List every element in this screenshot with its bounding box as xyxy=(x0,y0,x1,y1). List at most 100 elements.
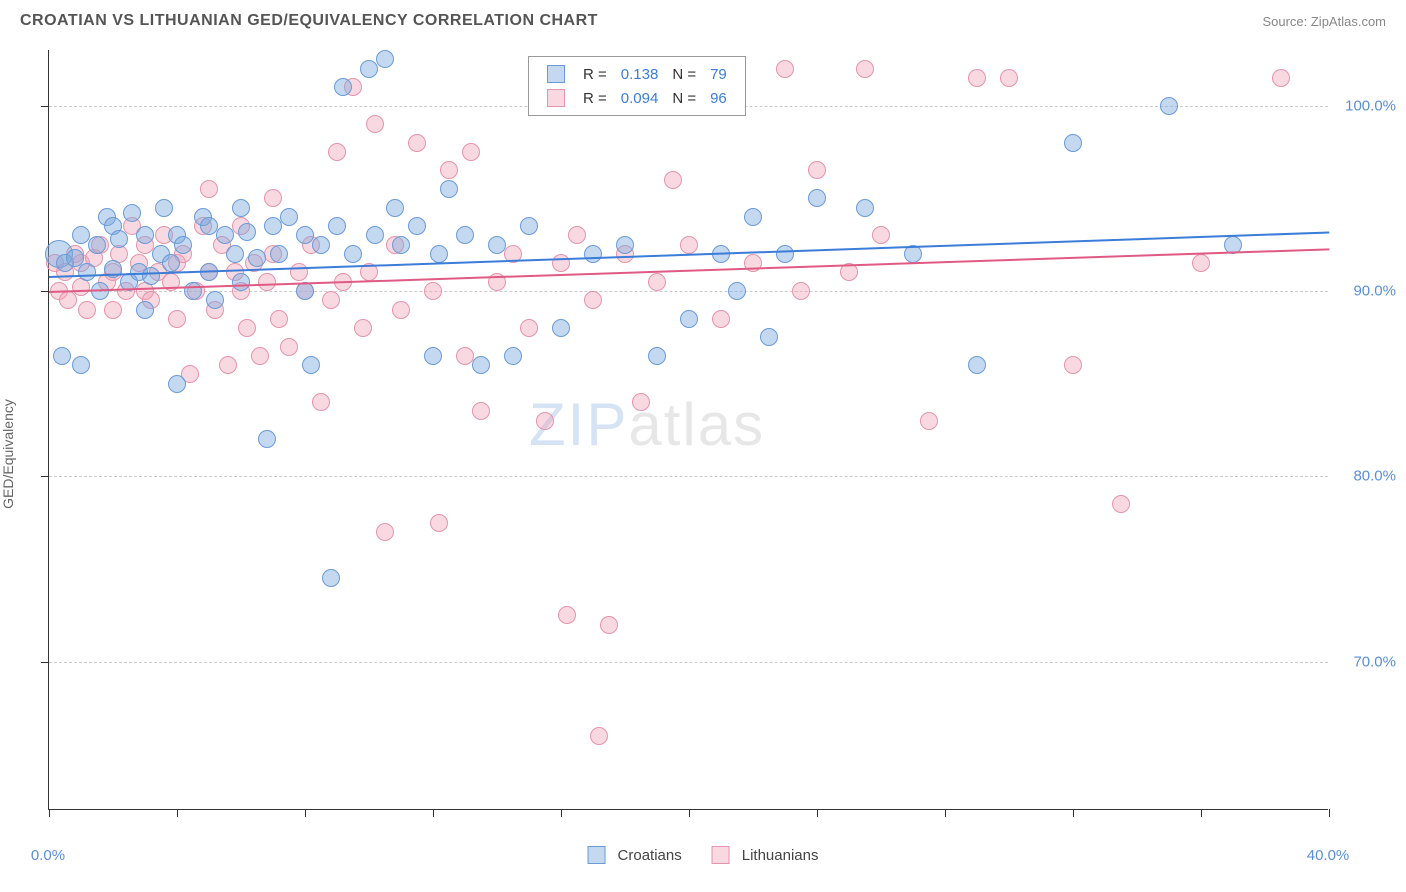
croatians-point xyxy=(440,180,458,198)
croatians-point xyxy=(226,245,244,263)
croatians-point xyxy=(376,50,394,68)
legend-label-lithuanians: Lithuanians xyxy=(742,847,819,864)
stats-row-lithuanians: R =0.094N =96 xyxy=(541,87,733,109)
y-tick xyxy=(41,476,49,477)
lithuanians-point xyxy=(328,143,346,161)
lithuanians-point xyxy=(251,347,269,365)
croatians-point xyxy=(424,347,442,365)
croatians-point xyxy=(72,356,90,374)
lithuanians-point xyxy=(664,171,682,189)
lithuanians-point xyxy=(78,301,96,319)
y-tick xyxy=(41,662,49,663)
x-tick xyxy=(945,809,946,817)
croatians-point xyxy=(456,226,474,244)
legend-bottom: Croatians Lithuanians xyxy=(588,846,819,864)
lithuanians-point xyxy=(712,310,730,328)
lithuanians-point xyxy=(354,319,372,337)
x-tick xyxy=(817,809,818,817)
n-label: N = xyxy=(666,63,702,85)
lithuanians-point xyxy=(920,412,938,430)
lithuanians-point xyxy=(258,273,276,291)
croatians-point xyxy=(408,217,426,235)
y-axis-label: GED/Equivalency xyxy=(0,399,16,509)
lithuanians-point xyxy=(856,60,874,78)
croatians-point xyxy=(1160,97,1178,115)
lithuanians-point xyxy=(600,616,618,634)
x-tick-label: 0.0% xyxy=(31,847,65,864)
croatians-point xyxy=(648,347,666,365)
x-tick xyxy=(433,809,434,817)
y-tick-label: 90.0% xyxy=(1353,282,1396,299)
croatians-point xyxy=(430,245,448,263)
lithuanians-point xyxy=(264,189,282,207)
croatians-point xyxy=(472,356,490,374)
lithuanians-point xyxy=(536,412,554,430)
lithuanians-point xyxy=(280,338,298,356)
n-label: N = xyxy=(666,87,702,109)
lithuanians-point xyxy=(558,606,576,624)
legend-item-lithuanians: Lithuanians xyxy=(712,846,819,864)
lithuanians-point xyxy=(462,143,480,161)
swatch-croatians-icon xyxy=(547,65,565,83)
lithuanians-point xyxy=(408,134,426,152)
legend-item-croatians: Croatians xyxy=(588,846,682,864)
croatians-point xyxy=(728,282,746,300)
croatians-point xyxy=(360,60,378,78)
gridline xyxy=(49,476,1328,477)
croatians-point xyxy=(488,236,506,254)
r-value-croatians: 0.138 xyxy=(615,63,665,85)
lithuanians-point xyxy=(520,319,538,337)
croatians-point xyxy=(123,204,141,222)
lithuanians-point xyxy=(1272,69,1290,87)
croatians-point xyxy=(968,356,986,374)
lithuanians-point xyxy=(1064,356,1082,374)
croatians-point xyxy=(110,230,128,248)
lithuanians-point xyxy=(1192,254,1210,272)
lithuanians-point xyxy=(792,282,810,300)
lithuanians-point xyxy=(238,319,256,337)
x-tick xyxy=(177,809,178,817)
stats-table: R =0.138N =79R =0.094N =96 xyxy=(539,61,735,111)
croatians-point xyxy=(136,301,154,319)
croatians-point xyxy=(386,199,404,217)
lithuanians-point xyxy=(632,393,650,411)
r-label: R = xyxy=(577,87,613,109)
lithuanians-point xyxy=(584,291,602,309)
y-tick xyxy=(41,291,49,292)
croatians-point xyxy=(238,223,256,241)
swatch-croatians-icon xyxy=(588,846,606,864)
y-tick xyxy=(41,106,49,107)
lithuanians-point xyxy=(312,393,330,411)
lithuanians-point xyxy=(872,226,890,244)
stats-legend: R =0.138N =79R =0.094N =96 xyxy=(528,56,746,116)
lithuanians-point xyxy=(472,402,490,420)
croatians-point xyxy=(136,226,154,244)
croatians-point xyxy=(142,267,160,285)
croatians-point xyxy=(88,236,106,254)
x-tick xyxy=(305,809,306,817)
lithuanians-point xyxy=(104,301,122,319)
croatians-point xyxy=(584,245,602,263)
croatians-point xyxy=(248,249,266,267)
n-value-croatians: 79 xyxy=(704,63,733,85)
y-tick-label: 70.0% xyxy=(1353,653,1396,670)
lithuanians-point xyxy=(168,310,186,328)
croatians-point xyxy=(334,78,352,96)
r-value-lithuanians: 0.094 xyxy=(615,87,665,109)
croatians-point xyxy=(258,430,276,448)
croatians-point xyxy=(344,245,362,263)
lithuanians-point xyxy=(200,180,218,198)
y-tick-label: 100.0% xyxy=(1345,97,1396,114)
croatians-point xyxy=(232,273,250,291)
lithuanians-point xyxy=(430,514,448,532)
scatter-plot-area: ZIPatlas xyxy=(48,50,1328,810)
lithuanians-point xyxy=(808,161,826,179)
croatians-point xyxy=(302,356,320,374)
croatians-point xyxy=(312,236,330,254)
x-tick xyxy=(1329,809,1330,817)
croatians-point xyxy=(760,328,778,346)
lithuanians-point xyxy=(968,69,986,87)
croatians-point xyxy=(53,347,71,365)
croatians-point xyxy=(366,226,384,244)
x-tick xyxy=(1073,809,1074,817)
